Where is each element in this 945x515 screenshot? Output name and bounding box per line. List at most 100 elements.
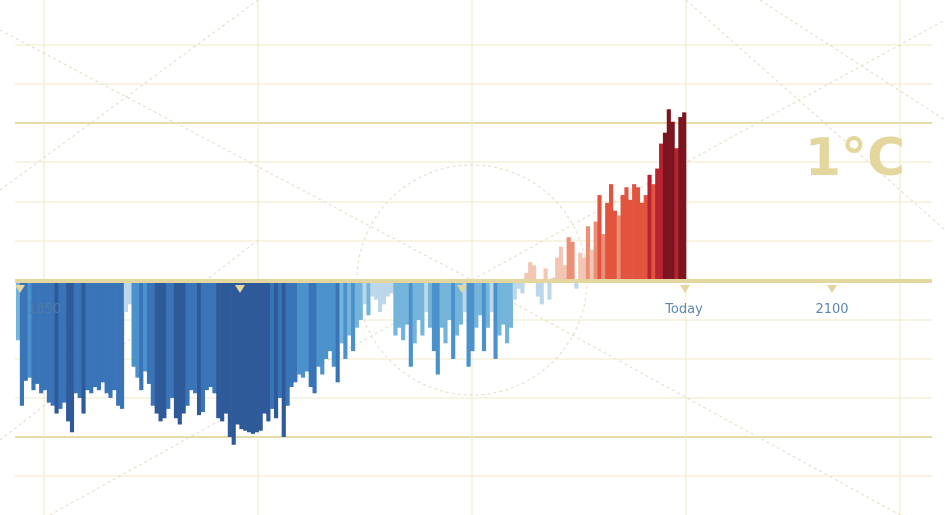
bar bbox=[216, 280, 221, 419]
bar bbox=[416, 280, 421, 320]
bar bbox=[266, 280, 271, 422]
bar bbox=[54, 280, 59, 414]
bar bbox=[601, 234, 606, 281]
bar bbox=[223, 280, 229, 414]
bar bbox=[539, 280, 544, 305]
bar bbox=[370, 280, 375, 297]
bar bbox=[343, 280, 348, 359]
bar bbox=[96, 280, 102, 391]
bar bbox=[662, 132, 668, 281]
bar bbox=[412, 280, 417, 344]
bar bbox=[293, 280, 298, 383]
bar bbox=[493, 280, 498, 359]
bar bbox=[670, 121, 675, 281]
bar bbox=[347, 280, 352, 336]
bar bbox=[635, 187, 641, 281]
bar bbox=[651, 184, 656, 281]
bar bbox=[485, 280, 490, 328]
bar bbox=[104, 280, 109, 394]
bar bbox=[505, 280, 510, 344]
bar bbox=[404, 280, 410, 325]
bar bbox=[89, 280, 94, 394]
bar bbox=[239, 280, 244, 430]
bar bbox=[393, 280, 398, 336]
bar bbox=[555, 257, 560, 281]
bar bbox=[443, 280, 448, 344]
bar bbox=[231, 280, 236, 445]
bar bbox=[512, 280, 517, 300]
bar bbox=[351, 280, 356, 352]
bar bbox=[258, 280, 263, 431]
bar bbox=[543, 268, 548, 281]
bar bbox=[335, 280, 340, 383]
bar bbox=[204, 280, 209, 391]
bar bbox=[42, 280, 48, 391]
bar bbox=[158, 280, 163, 422]
bar bbox=[366, 280, 371, 316]
bar bbox=[181, 280, 186, 414]
bar bbox=[520, 280, 525, 294]
bar bbox=[535, 280, 540, 297]
bar bbox=[462, 280, 467, 313]
bar bbox=[377, 280, 383, 313]
bar bbox=[466, 280, 471, 367]
bar bbox=[324, 280, 329, 359]
bar bbox=[62, 280, 67, 403]
bar bbox=[146, 280, 152, 384]
bar bbox=[531, 265, 537, 281]
bar bbox=[297, 280, 302, 375]
bar bbox=[235, 280, 240, 425]
bar bbox=[408, 280, 413, 367]
bar bbox=[69, 280, 75, 433]
bar bbox=[123, 280, 128, 313]
bar bbox=[300, 280, 306, 378]
bar bbox=[331, 280, 336, 367]
bar bbox=[647, 174, 652, 281]
bar bbox=[119, 280, 125, 409]
axis-label: Today bbox=[664, 302, 703, 317]
axis-label: 1850 bbox=[28, 302, 61, 317]
bar bbox=[374, 280, 379, 300]
bar bbox=[162, 280, 167, 419]
bar bbox=[389, 280, 394, 294]
bar bbox=[196, 280, 202, 416]
bar bbox=[516, 280, 521, 289]
bar bbox=[628, 199, 633, 281]
bar bbox=[127, 280, 132, 305]
bar bbox=[131, 280, 136, 367]
bar bbox=[23, 280, 28, 381]
bar bbox=[381, 280, 386, 305]
bar bbox=[431, 280, 437, 352]
bar bbox=[643, 195, 648, 281]
bar bbox=[574, 280, 579, 289]
bar bbox=[208, 280, 213, 388]
bar bbox=[639, 202, 644, 281]
bar bbox=[277, 280, 282, 398]
bar bbox=[489, 280, 494, 313]
bar bbox=[682, 112, 687, 281]
bar bbox=[308, 280, 313, 388]
bar bbox=[173, 280, 179, 419]
bar bbox=[189, 280, 194, 391]
bar bbox=[589, 249, 594, 281]
bar bbox=[31, 280, 36, 391]
bar bbox=[474, 280, 479, 328]
bar bbox=[281, 280, 286, 437]
bar bbox=[273, 280, 279, 419]
bar bbox=[81, 280, 86, 414]
bar bbox=[362, 280, 367, 305]
bar bbox=[612, 210, 617, 281]
bar bbox=[66, 280, 71, 422]
axis-markers bbox=[15, 285, 837, 293]
bar bbox=[428, 280, 433, 328]
bar bbox=[659, 143, 664, 281]
bar bbox=[220, 280, 225, 422]
bar bbox=[470, 280, 475, 352]
bar bbox=[447, 280, 452, 320]
bar bbox=[166, 280, 171, 409]
bar bbox=[424, 280, 429, 313]
bar bbox=[16, 280, 21, 341]
bar bbox=[597, 195, 602, 281]
